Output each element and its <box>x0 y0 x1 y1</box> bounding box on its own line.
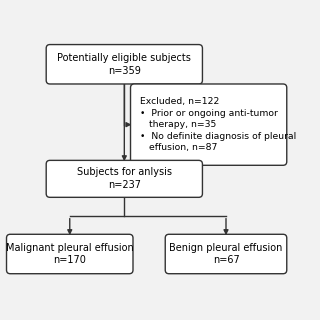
Text: Excluded, n=122
•  Prior or ongoing anti-tumor
   therapy, n=35
•  No definite d: Excluded, n=122 • Prior or ongoing anti-… <box>140 97 297 152</box>
FancyBboxPatch shape <box>165 234 287 274</box>
FancyBboxPatch shape <box>6 234 133 274</box>
Text: Malignant pleural effusion
n=170: Malignant pleural effusion n=170 <box>6 243 134 265</box>
Text: Benign pleural effusion
n=67: Benign pleural effusion n=67 <box>169 243 283 265</box>
FancyBboxPatch shape <box>46 44 203 84</box>
FancyBboxPatch shape <box>131 84 287 165</box>
Text: Potentially eligible subjects
n=359: Potentially eligible subjects n=359 <box>57 53 191 76</box>
Text: Subjects for anlysis
n=237: Subjects for anlysis n=237 <box>77 167 172 190</box>
FancyBboxPatch shape <box>46 160 203 197</box>
